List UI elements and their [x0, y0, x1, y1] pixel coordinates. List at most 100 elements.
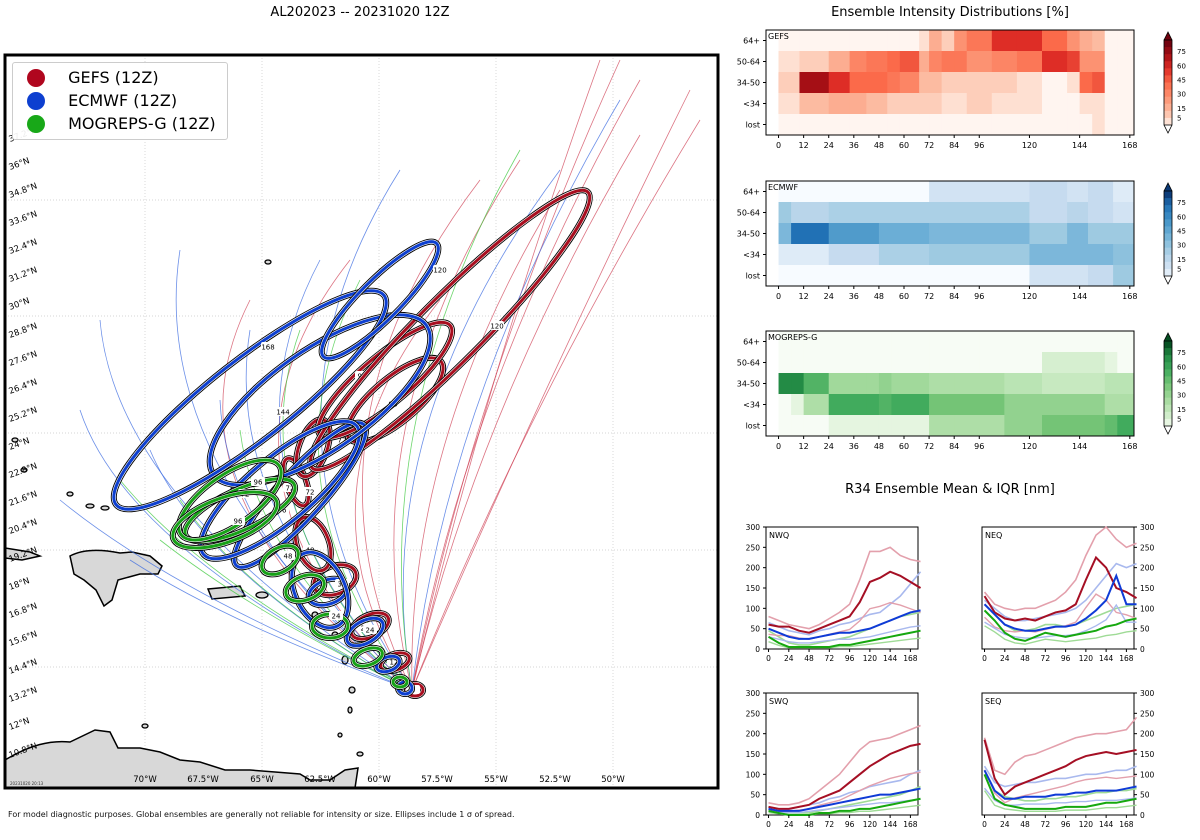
category-label: 64+	[743, 37, 760, 46]
heatmap-cell	[1042, 394, 1106, 416]
heatmap-cell	[929, 373, 955, 395]
y-tick-label: 0	[755, 645, 760, 654]
heatmap-cell	[1117, 331, 1135, 353]
ellipse-label: 96	[254, 479, 263, 487]
x-tick-label: 168	[903, 654, 918, 663]
colorbar-swatch	[1164, 226, 1172, 234]
heatmap-cell	[1117, 93, 1135, 115]
heatmap-cell	[778, 223, 792, 245]
x-tick-label: 12	[799, 442, 809, 451]
heatmap-cell	[1092, 72, 1106, 94]
heatmap-cell	[778, 331, 792, 353]
ellipse-label: 24	[332, 613, 341, 621]
r34-panel-swq: SWQ 0 50 100 150 200 250 300 0 24 48 72 96 120 144 168	[746, 689, 921, 829]
colorbar-swatch	[1164, 261, 1172, 270]
ensemble-track	[411, 99, 621, 691]
map-stamp: 20231020 20:13	[10, 781, 44, 786]
heatmap-cell	[791, 415, 805, 437]
heatmap-cell	[778, 265, 792, 287]
heatmap-cell	[1092, 30, 1106, 52]
heatmap-cell	[866, 352, 880, 374]
heatmap-cell	[803, 394, 830, 416]
colorbar-extend-top	[1163, 182, 1173, 192]
heatmap-cell	[1104, 93, 1118, 115]
colorbar-extend-bottom	[1163, 275, 1173, 285]
heatmap-cell	[778, 352, 792, 374]
heatmap-cell	[1067, 30, 1081, 52]
colorbar-swatch	[1164, 219, 1172, 227]
heatmap-cell	[828, 181, 880, 203]
heatmap-cell	[929, 352, 955, 374]
spread-ellipse	[282, 571, 328, 605]
heatmap-cell	[954, 93, 968, 115]
heatmap-cell	[866, 51, 888, 73]
r34-panel-seq: SEQ 0 50 100 150 200 250 300 0 24 48 72 96 120 144 168	[981, 689, 1155, 829]
ellipse-label: 120	[490, 323, 503, 331]
y-tick-label: 0	[1140, 811, 1145, 820]
ensemble-track	[411, 89, 691, 691]
heatmap-cell	[1104, 415, 1118, 437]
heatmap-cell	[878, 181, 930, 203]
x-tick-label: 24	[824, 141, 834, 150]
x-tick-label: 48	[874, 141, 884, 150]
colorbar-tick-label: 5	[1177, 265, 1181, 273]
category-label: lost	[746, 121, 760, 130]
colorbar-swatch	[1164, 348, 1172, 356]
heatmap-cell	[1113, 202, 1135, 224]
colorbar-tick-label: 75	[1177, 349, 1186, 357]
heatmap-cell	[941, 93, 955, 115]
x-tick-label: 120	[863, 820, 878, 829]
colorbar-swatch	[1164, 376, 1172, 384]
heatmap-cell	[849, 30, 867, 52]
ellipse-mog	[284, 573, 326, 603]
heatmap-cell	[1016, 114, 1043, 136]
ellipse-label: 72	[338, 437, 347, 445]
legend-label-mogreps: MOGREPS-G (12Z)	[68, 114, 216, 133]
heatmap-panel-label: GEFS	[768, 32, 789, 41]
x-tick-label: 48	[804, 654, 814, 663]
heatmap-cell	[849, 93, 867, 115]
colorbar-swatch	[1164, 268, 1172, 277]
r34-panel-label: SEQ	[985, 697, 1001, 706]
r34-mean-line	[983, 609, 1137, 642]
spread-ellipse: 96	[169, 489, 281, 551]
heatmap-cell	[878, 223, 930, 245]
y-tick-label: 150	[1140, 750, 1155, 759]
heatmap-cell	[791, 244, 830, 266]
colorbar-swatch	[1164, 212, 1172, 220]
x-tick-label: 60	[899, 442, 909, 451]
heatmap-cell	[828, 114, 851, 136]
heatmap-cell	[1029, 202, 1068, 224]
heatmap-cell	[887, 30, 901, 52]
heatmap-cell	[1042, 51, 1068, 73]
colorbar-extend-top	[1163, 332, 1173, 342]
colorbar-swatch	[1164, 47, 1172, 55]
spread-ellipse: 96	[197, 418, 363, 562]
heatmap-cell	[966, 114, 993, 136]
r34-panel-label: SWQ	[769, 697, 788, 706]
heatmap-cell	[991, 114, 1018, 136]
heatmap-cell	[791, 223, 830, 245]
heatmap-cell	[1029, 265, 1068, 287]
heatmap-cell	[778, 30, 800, 52]
heatmap-cell	[954, 30, 968, 52]
colorbar-swatch	[1164, 110, 1172, 119]
ellipse-label: 168	[261, 344, 274, 352]
colorbar-swatch	[1164, 61, 1172, 69]
category-label: lost	[746, 422, 760, 431]
y-tick-label: 150	[1140, 584, 1155, 593]
heatmap-cell	[954, 51, 968, 73]
heatmap-cell	[1079, 72, 1093, 94]
heatmap-cell	[1004, 394, 1043, 416]
heatmap-cell	[1067, 265, 1089, 287]
heatmap-cell	[1042, 30, 1068, 52]
heatmap-cell	[866, 114, 888, 136]
heatmap-cell	[929, 202, 980, 224]
heatmap-cell	[803, 373, 830, 395]
colorbar-swatch	[1164, 103, 1172, 112]
y-tick-label: 100	[746, 604, 761, 613]
x-tick-label: 96	[974, 442, 984, 451]
x-tick-label: 60	[899, 292, 909, 301]
heatmap-cell	[866, 415, 880, 437]
heatmap-cell	[904, 394, 930, 416]
